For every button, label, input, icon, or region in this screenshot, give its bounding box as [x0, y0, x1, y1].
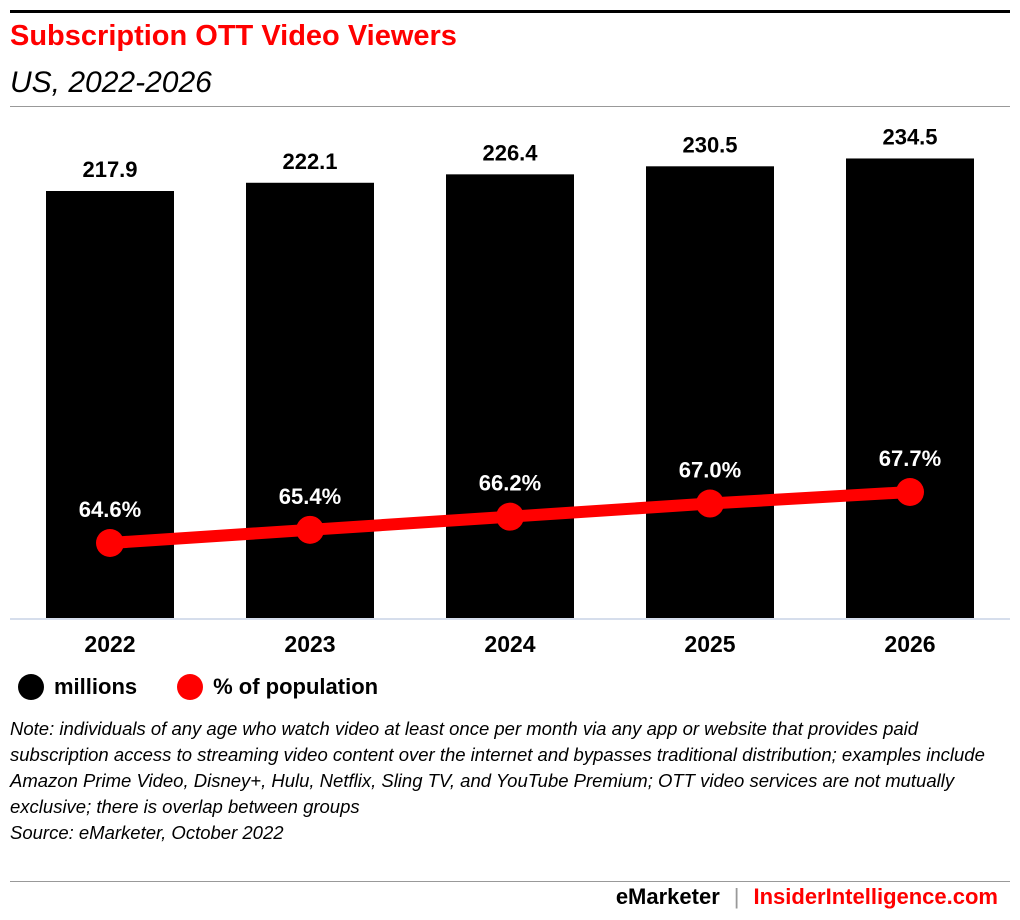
legend-marker-percent-population: [177, 674, 204, 700]
chart-title: Subscription OTT Video Viewers: [10, 20, 457, 52]
bar-value-label-2025: 230.5: [682, 132, 737, 157]
bar-value-label-2023: 222.1: [282, 149, 337, 174]
bar-value-label-2026: 234.5: [882, 124, 937, 149]
chart-area: 217.9 222.1 226.4 230.5 234.5 2022 2023 2024 202…: [10, 124, 1010, 657]
legend: millions % of population: [18, 674, 418, 700]
bar-2024: [446, 174, 574, 619]
line-point-2024: [496, 502, 524, 531]
line-value-label-2023: 65.4%: [279, 484, 341, 509]
legend-label-percent-population: % of population: [213, 674, 379, 699]
line-value-label-2024: 66.2%: [479, 471, 541, 496]
footer-brand: eMarketer: [615, 884, 720, 909]
bar-2026: [846, 158, 974, 618]
x-tick-label-2026: 2026: [884, 631, 935, 657]
line-point-2023: [296, 515, 324, 544]
x-tick-label-2022: 2022: [84, 631, 135, 657]
x-tick-label-2023: 2023: [284, 631, 335, 657]
bar-2025: [646, 166, 774, 619]
bar-2023: [246, 182, 374, 618]
line-value-label-2026: 67.7%: [879, 446, 941, 471]
bar-value-label-2024: 226.4: [482, 140, 538, 165]
chart-note: Note: individuals of any age who watch v…: [10, 716, 1000, 846]
footer-site: InsiderIntelligence.com: [753, 884, 998, 909]
line-point-2025: [696, 489, 724, 518]
bar-value-label-2022: 217.9: [82, 157, 137, 182]
line-point-2022: [96, 529, 124, 557]
top-rule: [10, 10, 1010, 13]
x-tick-label-2025: 2025: [684, 631, 735, 657]
legend-marker-millions: [18, 674, 44, 700]
line-value-label-2025: 67.0%: [679, 458, 741, 483]
header-divider: [10, 106, 1010, 107]
legend-label-millions: millions: [54, 674, 138, 699]
x-tick-label-2024: 2024: [484, 631, 535, 657]
note-text: Note: individuals of any age who watch v…: [10, 718, 985, 817]
footer: eMarketer | InsiderIntelligence.com: [616, 884, 998, 910]
legend-item-millions: millions: [18, 674, 137, 700]
line-value-label-2022: 64.6%: [79, 497, 141, 522]
line-point-2026: [896, 478, 924, 506]
legend-item-percent-population: % of population: [177, 674, 378, 700]
footer-divider: [10, 881, 1010, 882]
chart-subtitle: US, 2022-2026: [10, 66, 212, 99]
footer-separator: |: [733, 884, 740, 909]
source-text: Source: eMarketer, October 2022: [10, 822, 284, 843]
